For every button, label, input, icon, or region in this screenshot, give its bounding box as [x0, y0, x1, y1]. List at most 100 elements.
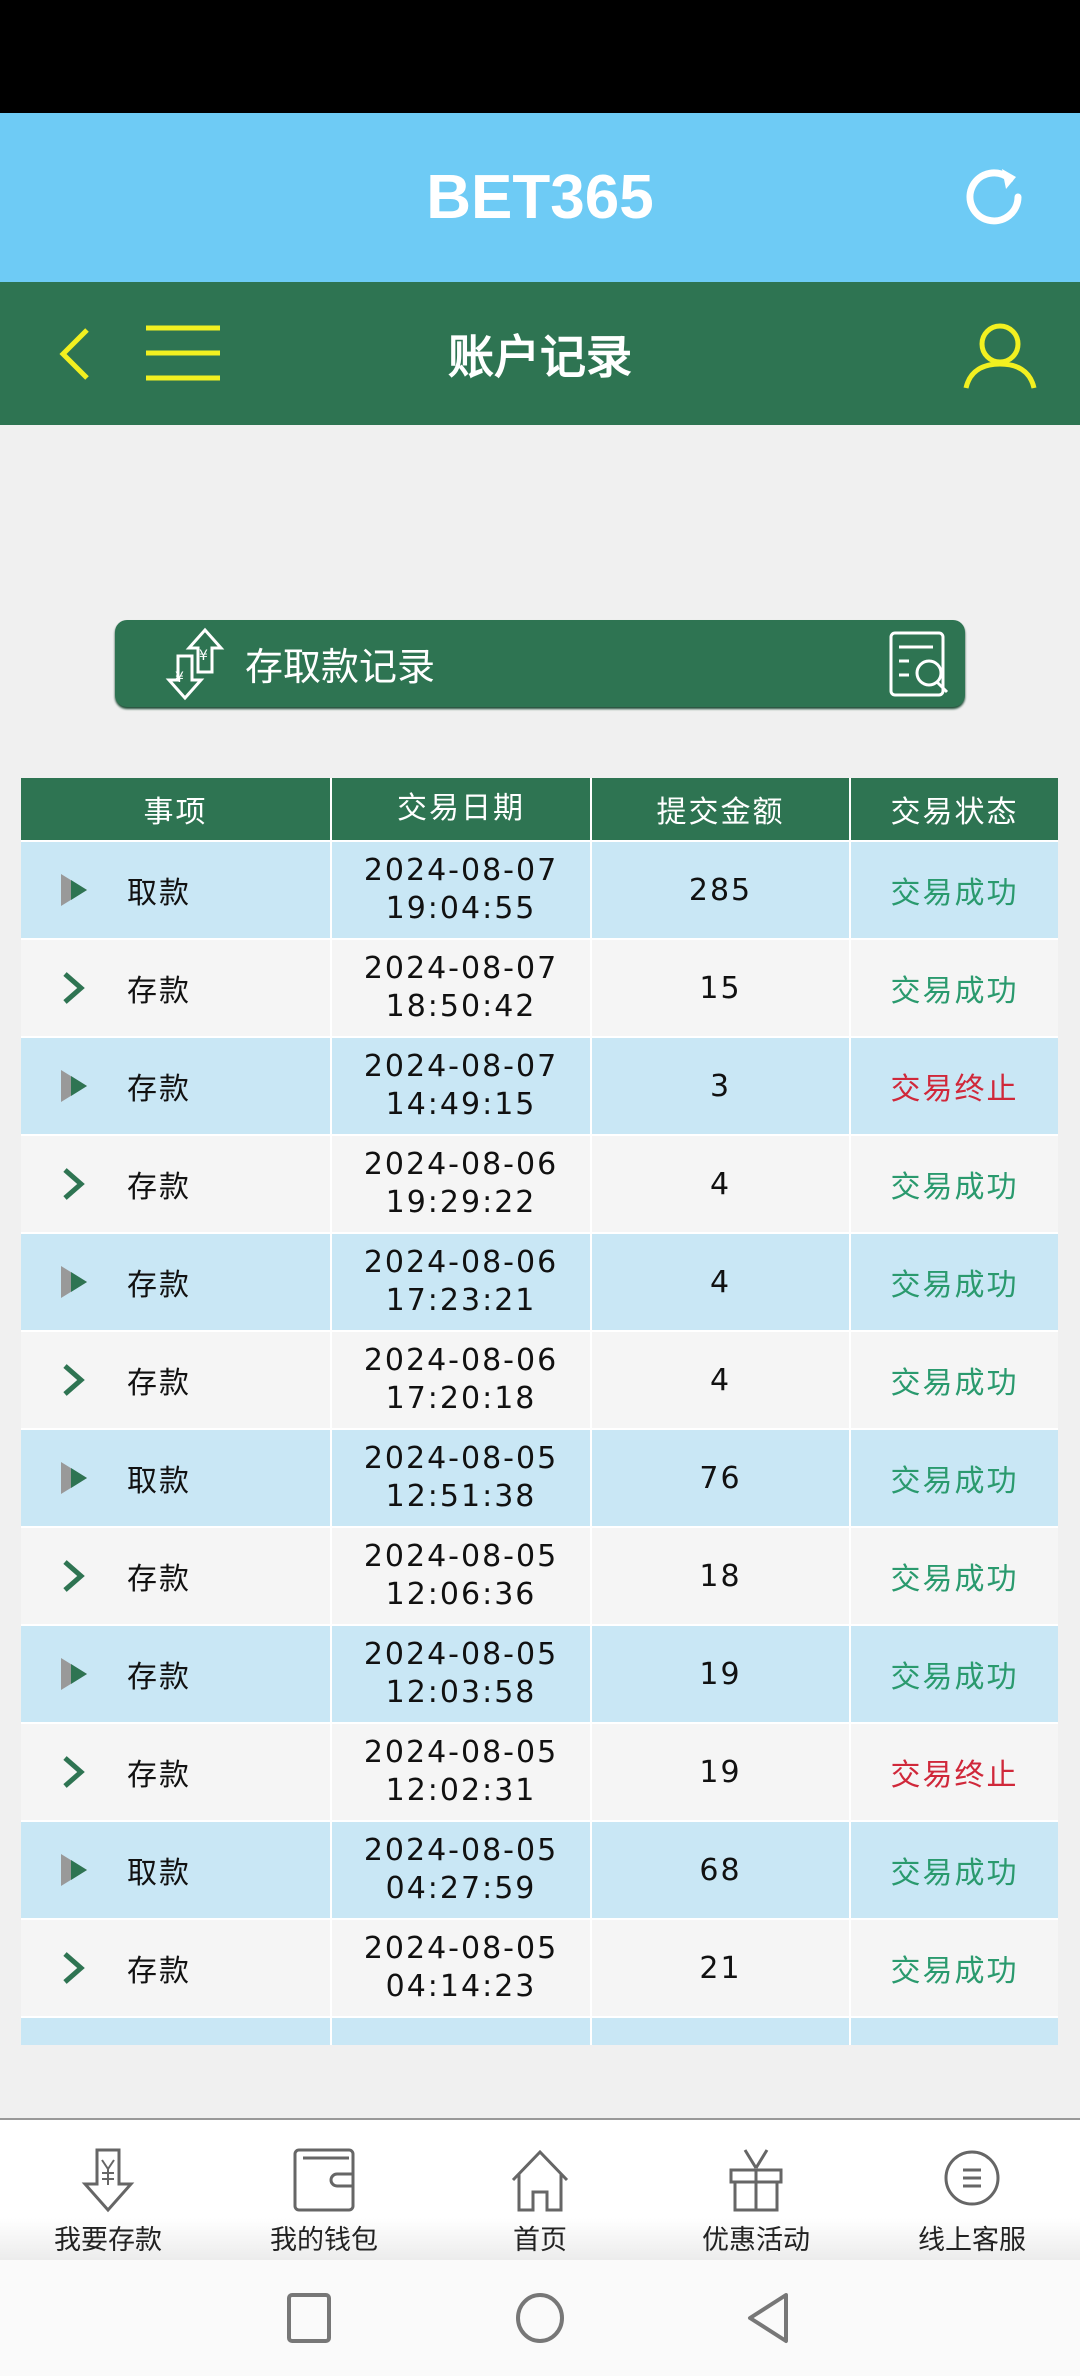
back-icon[interactable]: [55, 324, 95, 384]
cell-status: 交易成功: [890, 1562, 1019, 1597]
search-records-icon[interactable]: [885, 629, 955, 699]
table-row[interactable]: 存款 2024-08-05 12:03:58 19 交易成功: [21, 1626, 1058, 1724]
date-text: 2024-08-07: [363, 853, 559, 888]
time-text: 19:29:22: [385, 1185, 537, 1220]
cell-date: 2024-08-05 12:06:36: [332, 1528, 592, 1624]
home-button[interactable]: [514, 2292, 566, 2344]
cell-type: 存款: [21, 1920, 332, 2016]
time-text: 04:27:59: [385, 1871, 537, 1906]
nav-bar: 账户记录: [0, 282, 1080, 425]
cell-date: 2024-08-05 04:27:59: [332, 1822, 592, 1918]
tab-label: 我要存款: [54, 2225, 162, 2256]
recent-apps-button[interactable]: [286, 2292, 332, 2344]
records-table: 事项 交易日期 提交金额 交易状态 取款 2024-08-07 19:04:55 …: [21, 778, 1058, 2045]
cell-status: 交易成功: [890, 1660, 1019, 1695]
table-row[interactable]: 存款 2024-08-06 17:23:21 4 交易成功: [21, 1234, 1058, 1332]
cell-status: 交易成功: [890, 1856, 1019, 1891]
chevron-right-icon: [63, 1168, 85, 1200]
cell-amount: 15: [592, 940, 851, 1036]
cell-amount: 76: [592, 1430, 851, 1526]
table-row[interactable]: 存款 2024-08-07 18:50:42 15 交易成功: [21, 940, 1058, 1038]
triangle-icon: [61, 1266, 87, 1298]
table-row[interactable]: 取款 2024-08-07 19:04:55 285 交易成功: [21, 842, 1058, 940]
refresh-icon[interactable]: [956, 159, 1032, 235]
table-row[interactable]: 取款 2024-08-05 12:51:38 76 交易成功: [21, 1430, 1058, 1528]
cell-date: 2024-08-05 04:14:23: [332, 1920, 592, 2016]
table-row[interactable]: 存款 2024-08-06 19:29:22 4 交易成功: [21, 1136, 1058, 1234]
time-text: 12:51:38: [385, 1479, 537, 1514]
date-text: 2024-08-05: [363, 1539, 559, 1574]
cell-status: 交易成功: [890, 1366, 1019, 1401]
table-row[interactable]: 2024-08-04: [21, 2018, 1058, 2045]
header-date: 交易日期: [332, 778, 592, 840]
table-row[interactable]: 存款 2024-08-07 14:49:15 3 交易终止: [21, 1038, 1058, 1136]
cell-status: 交易成功: [890, 1268, 1019, 1303]
triangle-icon: [61, 1658, 87, 1690]
time-text: 17:20:18: [385, 1381, 537, 1416]
system-nav-bar: [0, 2260, 1080, 2376]
date-text: 2024-08-06: [363, 1343, 559, 1378]
type-text: 存款: [127, 1660, 191, 1695]
app-header: BET365: [0, 113, 1080, 282]
cell-status: 交易终止: [890, 1758, 1019, 1793]
cell-status: 交易终止: [890, 1072, 1019, 1107]
tab-support[interactable]: 线上客服: [864, 2120, 1080, 2260]
cell-type: 存款: [21, 1038, 332, 1134]
chevron-right-icon: [63, 1756, 85, 1788]
type-text: 存款: [127, 1170, 191, 1205]
banner-label: 存取款记录: [245, 645, 436, 689]
gift-icon: [729, 2149, 783, 2212]
user-icon[interactable]: [962, 320, 1038, 390]
cell-type: 取款: [21, 842, 332, 938]
table-row[interactable]: 存款 2024-08-05 04:14:23 21 交易成功: [21, 1920, 1058, 2018]
table-row[interactable]: 取款 2024-08-05 04:27:59 68 交易成功: [21, 1822, 1058, 1920]
header-status: 交易状态: [890, 795, 1019, 830]
app-title: BET365: [426, 163, 654, 232]
type-text: 取款: [127, 1464, 191, 1499]
svg-text:¥: ¥: [175, 670, 184, 686]
home-icon: [511, 2149, 569, 2212]
cell-date: 2024-08-05 12:02:31: [332, 1724, 592, 1820]
chevron-right-icon: [63, 1952, 85, 1984]
cell-status: [851, 2018, 1058, 2045]
type-text: 取款: [127, 1856, 191, 1891]
cell-type: 存款: [21, 1528, 332, 1624]
cell-date: 2024-08-06 17:20:18: [332, 1332, 592, 1428]
table-row[interactable]: 存款 2024-08-06 17:20:18 4 交易成功: [21, 1332, 1058, 1430]
cell-type: 存款: [21, 1626, 332, 1722]
tab-label: 首页: [513, 2225, 567, 2256]
table-row[interactable]: 存款 2024-08-05 12:02:31 19 交易终止: [21, 1724, 1058, 1822]
tab-gift[interactable]: 优惠活动: [648, 2120, 864, 2260]
tab-home[interactable]: 首页: [432, 2120, 648, 2260]
cell-type: 取款: [21, 1822, 332, 1918]
cell-amount: 4: [592, 1332, 851, 1428]
tab-wallet[interactable]: 我的钱包: [216, 2120, 432, 2260]
deposit-withdraw-records-banner: ¥ ¥ 存取款记录: [115, 620, 965, 707]
time-text: 04:14:23: [385, 1969, 537, 2004]
date-text: 2024-08-07: [363, 951, 559, 986]
support-icon: [944, 2150, 1000, 2206]
status-bar: [0, 0, 1080, 113]
header-amount: 提交金额: [592, 778, 851, 840]
menu-icon[interactable]: [146, 324, 220, 382]
cell-date: 2024-08-05 12:51:38: [332, 1430, 592, 1526]
cell-status: 交易成功: [890, 1954, 1019, 1989]
type-text: 存款: [127, 1072, 191, 1107]
date-text: 2024-08-06: [363, 1245, 559, 1280]
cell-date: 2024-08-07 19:04:55: [332, 842, 592, 938]
cell-date: 2024-08-06 19:29:22: [332, 1136, 592, 1232]
back-button[interactable]: [744, 2292, 794, 2344]
deposit-icon: [81, 2148, 135, 2213]
page-title: 账户记录: [448, 329, 632, 384]
cell-amount: [592, 2018, 851, 2045]
header-type: 事项: [21, 778, 332, 840]
cell-type: 存款: [21, 1724, 332, 1820]
cell-date: 2024-08-06 17:23:21: [332, 1234, 592, 1330]
cell-status: 交易成功: [890, 1464, 1019, 1499]
time-text: 12:03:58: [385, 1675, 537, 1710]
time-text: 14:49:15: [385, 1087, 537, 1122]
table-row[interactable]: 存款 2024-08-05 12:06:36 18 交易成功: [21, 1528, 1058, 1626]
date-text: 2024-08-05: [363, 1441, 559, 1476]
tab-deposit[interactable]: 我要存款: [0, 2120, 216, 2260]
time-text: 17:23:21: [385, 1283, 537, 1318]
